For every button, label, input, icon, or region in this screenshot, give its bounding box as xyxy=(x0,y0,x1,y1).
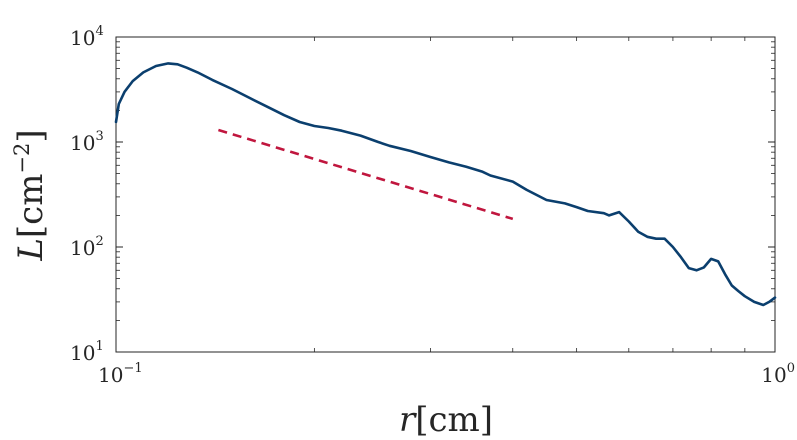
major-ticks xyxy=(115,36,776,353)
y-tick-label: 104 xyxy=(70,24,104,50)
series-layer xyxy=(114,62,777,307)
y-axis-label: L[cm−2] xyxy=(10,129,51,261)
reference-slope-line xyxy=(218,128,514,221)
y-axis-unit-close: ] xyxy=(11,129,51,142)
x-tick-label: 10−1 xyxy=(98,361,143,387)
y-axis-unit-exponent: −2 xyxy=(10,143,34,174)
y-axis-unit-open: [cm xyxy=(11,174,51,239)
y-tick-label: 103 xyxy=(70,129,104,155)
x-axis-unit: [cm] xyxy=(415,400,493,440)
y-axis-variable: L xyxy=(11,238,51,262)
y-tick-labels: 101 102 103 104 xyxy=(70,24,104,365)
data-line xyxy=(114,62,777,307)
plot-area xyxy=(115,36,776,353)
y-tick-label: 101 xyxy=(70,339,104,365)
x-axis-label: r[cm] xyxy=(399,400,493,440)
y-tick-label: 102 xyxy=(70,234,104,260)
x-tick-label: 100 xyxy=(761,361,795,387)
x-axis-variable: r xyxy=(399,400,417,440)
minor-ticks xyxy=(116,37,775,352)
x-tick-labels: 10−1 100 xyxy=(98,361,795,387)
